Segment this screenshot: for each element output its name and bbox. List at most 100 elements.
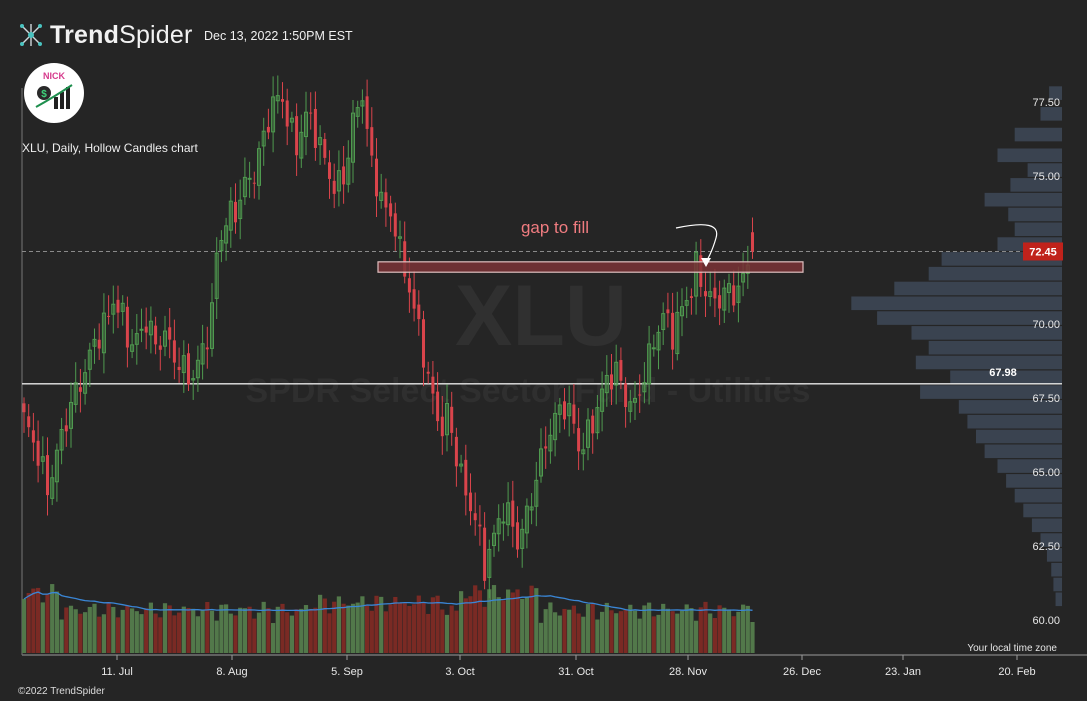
volume-bar bbox=[125, 605, 130, 653]
candle bbox=[219, 230, 224, 263]
volume-bar bbox=[97, 616, 102, 653]
candle bbox=[638, 374, 642, 413]
volume-bar bbox=[299, 608, 304, 653]
candle-body bbox=[384, 192, 388, 208]
candle bbox=[281, 82, 284, 119]
candle-body bbox=[27, 416, 31, 428]
candle bbox=[304, 91, 308, 156]
volume-bar bbox=[92, 603, 97, 653]
candle bbox=[694, 241, 699, 315]
candle bbox=[59, 417, 64, 465]
candle bbox=[496, 504, 501, 552]
candle bbox=[309, 92, 313, 130]
candle bbox=[384, 178, 388, 227]
candle-body bbox=[332, 180, 336, 194]
volume-bar bbox=[130, 608, 135, 653]
candle-body bbox=[125, 306, 129, 348]
trendspider-logo-icon bbox=[20, 24, 42, 46]
candle bbox=[36, 420, 40, 483]
volume-bar bbox=[717, 605, 722, 653]
volume-bar bbox=[228, 613, 233, 653]
volume-bar bbox=[144, 608, 149, 653]
candle-body bbox=[200, 343, 205, 365]
candle bbox=[651, 334, 656, 357]
candle-body bbox=[101, 312, 106, 354]
volume-profile-bar bbox=[928, 340, 1062, 355]
volume-bar bbox=[623, 609, 628, 653]
candle-body bbox=[163, 330, 167, 347]
candle bbox=[680, 288, 684, 337]
candle-body bbox=[506, 502, 511, 526]
volume-bar bbox=[313, 607, 318, 653]
volume-bar bbox=[684, 604, 689, 653]
volume-profile-bar bbox=[1046, 548, 1062, 562]
volume-bar bbox=[191, 608, 196, 653]
volume-bar bbox=[430, 597, 435, 653]
svg-text:$: $ bbox=[41, 89, 47, 100]
volume-bar bbox=[247, 606, 252, 653]
candle-body bbox=[567, 403, 572, 417]
candle-body bbox=[205, 347, 209, 350]
volume-bar bbox=[233, 615, 238, 653]
candle-body bbox=[214, 252, 219, 299]
candle-body bbox=[624, 383, 628, 408]
candle-body bbox=[431, 376, 435, 394]
last-price-label: 72.45 bbox=[1029, 246, 1057, 258]
candle bbox=[553, 402, 558, 457]
candle bbox=[671, 292, 675, 370]
candle bbox=[295, 103, 299, 176]
volume-bar bbox=[745, 605, 750, 653]
candle bbox=[370, 107, 374, 167]
candle-body bbox=[181, 355, 186, 374]
volume-profile-bar bbox=[984, 444, 1062, 459]
x-tick-label: 23. Jan bbox=[885, 666, 921, 678]
candle bbox=[27, 404, 31, 438]
candle-body bbox=[572, 404, 576, 424]
candle-body bbox=[289, 117, 294, 123]
volume-bar bbox=[407, 605, 412, 653]
volume-bar bbox=[224, 604, 229, 653]
candle-body bbox=[69, 401, 73, 429]
candle-body bbox=[595, 407, 600, 434]
candle bbox=[604, 355, 609, 407]
volume-bar bbox=[496, 597, 501, 653]
candle-body bbox=[628, 401, 633, 412]
volume-bar bbox=[209, 610, 215, 653]
volume-bar bbox=[402, 603, 407, 653]
candle bbox=[214, 237, 219, 320]
volume-profile-bar bbox=[1051, 562, 1062, 577]
volume-bar bbox=[665, 608, 670, 653]
candle bbox=[101, 293, 106, 374]
candle-body bbox=[511, 500, 515, 527]
candle bbox=[78, 368, 82, 413]
candle bbox=[586, 408, 590, 461]
candle-body bbox=[257, 148, 261, 186]
volume-bar bbox=[642, 605, 647, 653]
brand-name: TrendSpider bbox=[50, 20, 193, 49]
candle-body bbox=[492, 532, 496, 547]
x-tick-label: 26. Dec bbox=[783, 666, 821, 678]
candle-body bbox=[281, 99, 284, 102]
candle-body bbox=[548, 434, 553, 452]
candle bbox=[181, 340, 186, 393]
volume-bar bbox=[68, 605, 74, 653]
x-tick-label: 3. Oct bbox=[445, 666, 474, 678]
candle bbox=[224, 217, 229, 261]
volume-profile-bar bbox=[928, 266, 1062, 281]
volume-bar bbox=[393, 596, 398, 653]
candle bbox=[120, 295, 125, 326]
candle-body bbox=[666, 309, 670, 314]
candle bbox=[50, 464, 55, 506]
y-tick-label: 60.00 bbox=[1032, 615, 1060, 627]
volume-bar bbox=[440, 609, 445, 653]
volume-bar bbox=[162, 603, 168, 653]
candle bbox=[379, 173, 384, 209]
candle-body bbox=[219, 239, 224, 252]
candle-body bbox=[722, 287, 727, 311]
volume-profile-bar bbox=[1055, 592, 1062, 607]
candle bbox=[328, 150, 331, 199]
candle-body bbox=[154, 325, 158, 345]
candle bbox=[718, 280, 722, 326]
candle-body bbox=[496, 518, 501, 535]
